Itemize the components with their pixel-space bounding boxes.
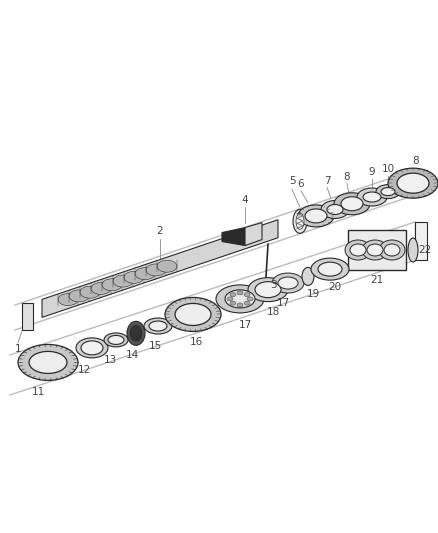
Ellipse shape (408, 238, 418, 262)
Ellipse shape (367, 244, 383, 256)
Ellipse shape (127, 321, 145, 345)
Text: 13: 13 (103, 355, 117, 365)
Ellipse shape (81, 341, 103, 355)
Ellipse shape (341, 197, 363, 211)
Ellipse shape (104, 333, 128, 347)
Text: 5: 5 (289, 176, 295, 187)
Text: 8: 8 (413, 156, 419, 166)
Ellipse shape (278, 277, 298, 289)
Ellipse shape (58, 294, 78, 305)
Ellipse shape (376, 184, 400, 199)
Ellipse shape (165, 297, 221, 332)
Ellipse shape (144, 318, 172, 334)
Text: 7: 7 (324, 175, 330, 185)
Ellipse shape (216, 285, 264, 313)
Ellipse shape (135, 268, 155, 280)
Ellipse shape (237, 291, 243, 295)
Ellipse shape (227, 297, 233, 301)
Text: 8: 8 (344, 172, 350, 182)
Bar (22, 303, 33, 330)
Ellipse shape (293, 209, 307, 233)
Ellipse shape (298, 205, 334, 227)
Ellipse shape (130, 325, 142, 341)
Text: 9: 9 (369, 167, 375, 177)
Ellipse shape (91, 282, 111, 294)
Ellipse shape (327, 205, 343, 214)
Ellipse shape (124, 271, 144, 284)
Text: 19: 19 (306, 289, 320, 300)
Ellipse shape (18, 344, 78, 381)
Ellipse shape (248, 278, 288, 302)
Ellipse shape (363, 192, 381, 202)
Ellipse shape (388, 168, 438, 198)
Ellipse shape (80, 286, 100, 298)
Ellipse shape (157, 260, 177, 272)
Text: 20: 20 (328, 282, 342, 292)
Ellipse shape (311, 258, 349, 280)
Ellipse shape (397, 173, 429, 193)
Ellipse shape (255, 281, 281, 297)
Ellipse shape (247, 297, 253, 301)
Ellipse shape (237, 303, 243, 307)
Text: 2: 2 (157, 225, 163, 236)
Ellipse shape (272, 273, 304, 293)
Ellipse shape (146, 264, 166, 276)
Text: 14: 14 (125, 350, 138, 360)
Text: 17: 17 (276, 298, 290, 308)
Ellipse shape (296, 213, 304, 229)
Ellipse shape (384, 244, 400, 256)
Ellipse shape (149, 321, 167, 331)
Text: 17: 17 (238, 320, 251, 330)
Text: 4: 4 (242, 195, 248, 205)
Ellipse shape (108, 335, 124, 344)
Ellipse shape (379, 240, 405, 260)
Ellipse shape (345, 240, 371, 260)
Ellipse shape (244, 301, 250, 305)
Ellipse shape (350, 244, 366, 256)
Ellipse shape (76, 338, 108, 358)
Text: 3: 3 (270, 280, 276, 290)
Ellipse shape (357, 188, 387, 206)
Bar (415, 170, 427, 195)
Ellipse shape (362, 240, 388, 260)
Ellipse shape (230, 293, 236, 297)
Ellipse shape (29, 351, 67, 374)
Ellipse shape (175, 303, 211, 326)
Ellipse shape (321, 200, 349, 219)
Text: 6: 6 (298, 179, 304, 189)
Bar (415, 222, 427, 260)
Ellipse shape (230, 301, 236, 305)
Polygon shape (42, 220, 278, 317)
Ellipse shape (305, 209, 327, 223)
Ellipse shape (244, 293, 250, 297)
Ellipse shape (225, 290, 255, 308)
Text: 18: 18 (266, 306, 279, 317)
Ellipse shape (318, 262, 342, 276)
Text: 15: 15 (148, 341, 162, 351)
Ellipse shape (334, 193, 370, 215)
Ellipse shape (113, 275, 133, 287)
Text: 21: 21 (371, 275, 384, 285)
Text: 16: 16 (189, 337, 203, 348)
Text: 11: 11 (32, 387, 45, 398)
Ellipse shape (69, 290, 89, 302)
Polygon shape (245, 223, 262, 246)
Text: 22: 22 (418, 245, 431, 255)
Text: 12: 12 (78, 365, 91, 375)
Text: 10: 10 (381, 164, 395, 174)
Ellipse shape (102, 279, 122, 291)
Polygon shape (222, 228, 245, 246)
Ellipse shape (302, 268, 314, 285)
Bar (348, 230, 406, 270)
Ellipse shape (381, 188, 395, 196)
Text: 1: 1 (15, 344, 21, 354)
